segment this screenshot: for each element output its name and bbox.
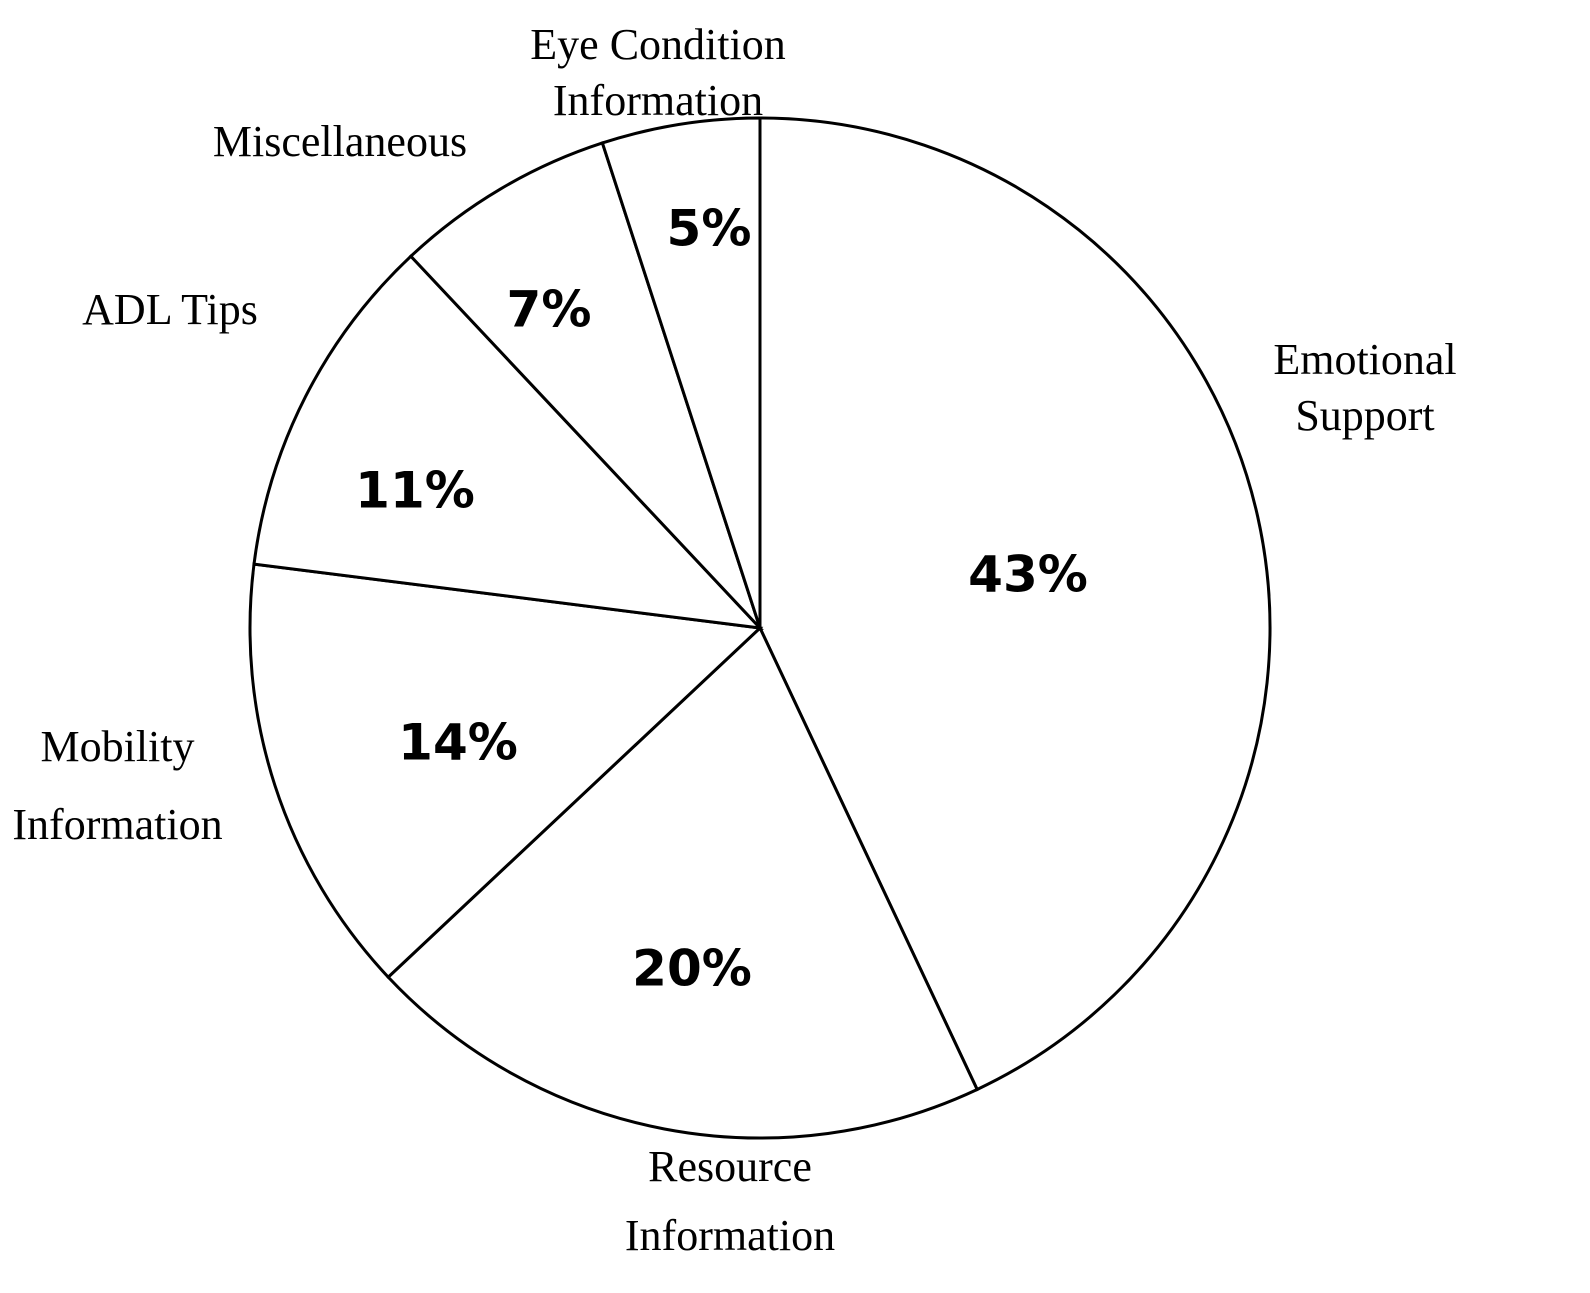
slice-label: Resource Information bbox=[624, 1142, 836, 1260]
data-label: 43% bbox=[968, 546, 1088, 604]
pie-slice bbox=[252, 254, 764, 631]
data-label: 7% bbox=[507, 281, 592, 339]
data-label: 14% bbox=[398, 714, 518, 772]
slice-label: Eye Condition Information bbox=[530, 20, 786, 125]
pie-slice bbox=[248, 562, 764, 980]
pie-slice bbox=[408, 141, 762, 630]
pie-slice bbox=[600, 116, 762, 629]
data-label: 20% bbox=[632, 940, 752, 998]
pie-slice bbox=[758, 116, 1272, 1092]
pie-slice bbox=[386, 625, 980, 1140]
slice-label: ADL Tips bbox=[82, 285, 258, 334]
slice-label: Emotional Support bbox=[1273, 335, 1457, 440]
data-label: 11% bbox=[355, 462, 475, 520]
data-label: 5% bbox=[667, 200, 752, 258]
slice-label: Mobility Information bbox=[12, 722, 223, 849]
slice-label: Miscellaneous bbox=[212, 117, 468, 166]
